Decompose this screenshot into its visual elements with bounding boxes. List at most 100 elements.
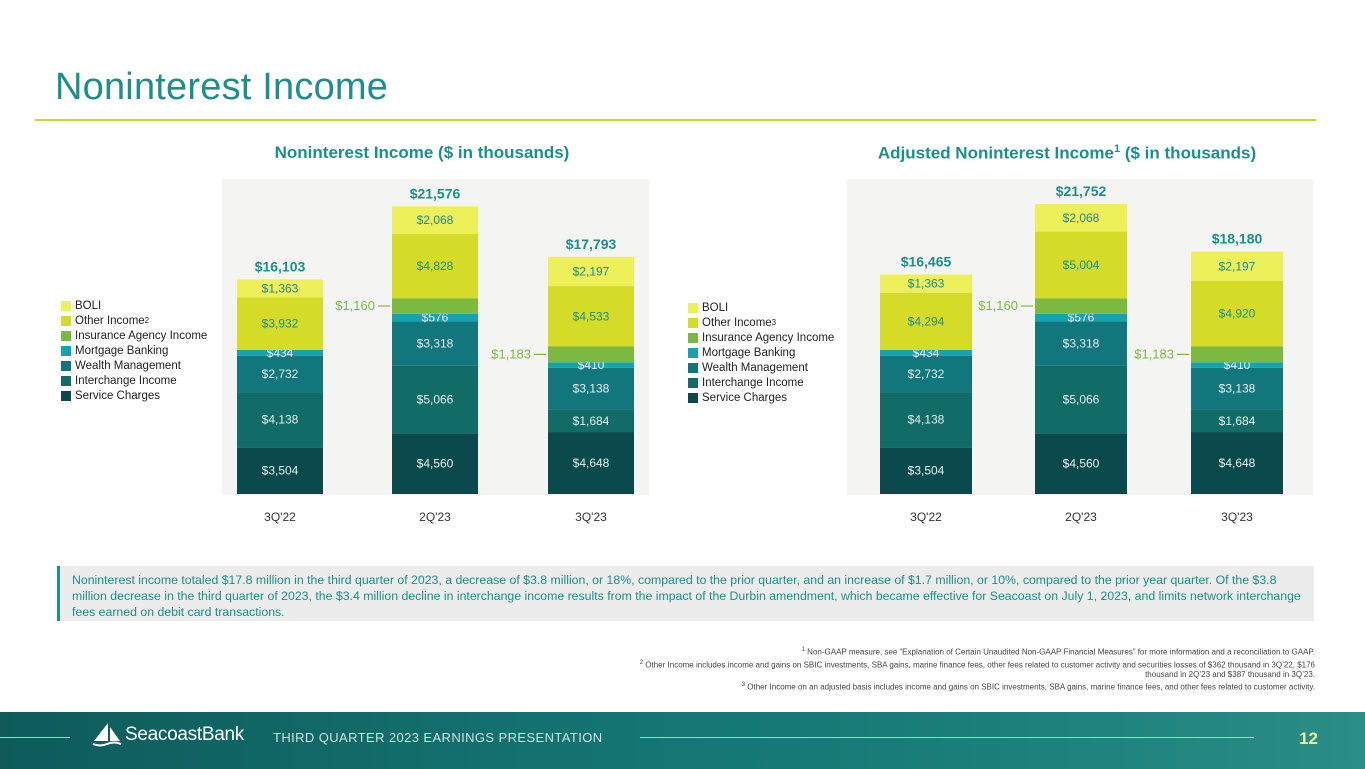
chart-2-title-suffix: ($ in thousands)	[1120, 143, 1257, 163]
bar-segment-other-income	[1035, 231, 1127, 299]
x-tick-label: 3Q'23	[1221, 510, 1253, 524]
legend-label: Service Charges	[75, 389, 161, 402]
legend-swatch	[688, 302, 698, 313]
legend-label: Wealth Management	[702, 361, 808, 374]
data-label: $3,318	[417, 337, 454, 351]
legend-swatch	[61, 375, 71, 386]
bar-segment-boli	[237, 279, 323, 298]
bar-segment-wealth-management	[237, 355, 323, 393]
legend-item-wealth-management: Wealth Management	[688, 360, 834, 375]
chart-1-legend: BOLI Other Income 2 Insurance Agency Income…	[61, 298, 207, 403]
data-label: $3,138	[573, 382, 610, 396]
chart-1-svg: $3,504$4,138$2,732$434$3,932$1,363$16,10…	[237, 185, 634, 524]
footnotes: 1 Non-GAAP measure, see “Explanation of …	[615, 645, 1315, 693]
data-label: $3,504	[908, 464, 945, 478]
legend-label: Mortgage Banking	[702, 346, 796, 359]
bar-segment-insurance-agency-income	[1191, 346, 1283, 363]
title-divider	[35, 119, 1316, 121]
seacoast-logo: SeacoastBank	[92, 722, 244, 748]
legend-swatch	[61, 345, 71, 356]
bar-segment-interchange-income	[880, 392, 972, 448]
data-label: $576	[422, 311, 449, 325]
bar-segment-insurance-agency-income	[1035, 298, 1127, 314]
legend-label: Interchange Income	[75, 374, 177, 387]
bar-segment-insurance-agency-income	[548, 346, 634, 363]
data-label: $1,684	[1219, 414, 1256, 428]
logo-text: SeacoastBank	[125, 724, 244, 745]
data-label: $4,648	[1219, 456, 1256, 470]
footnote-3: 3 Other Income on an adjusted basis incl…	[741, 682, 1315, 692]
legend-label: Other Income	[702, 316, 772, 329]
legend-item-insurance-agency-income: Insurance Agency Income	[61, 328, 207, 343]
chart-2-title-text: Adjusted Noninterest Income	[877, 143, 1114, 163]
bar-segment-mortgage-banking	[392, 313, 478, 322]
data-label: $1,160	[335, 298, 375, 313]
legend-item-wealth-management: Wealth Management	[61, 358, 207, 373]
legend-swatch	[688, 347, 698, 358]
legend-swatch	[61, 330, 71, 341]
data-label: $4,138	[908, 413, 945, 427]
data-label: $2,068	[417, 213, 454, 227]
data-label: $2,197	[1219, 259, 1256, 273]
bar-segment-boli	[880, 274, 972, 293]
x-tick-label: 3Q'22	[264, 510, 296, 524]
legend-label: Insurance Agency Income	[75, 329, 208, 342]
chart-2-title-superscript: 1	[1114, 143, 1121, 155]
legend-item-interchange-income: Interchange Income	[688, 375, 834, 390]
data-label: $2,068	[1063, 211, 1100, 225]
data-label: $4,828	[417, 259, 454, 273]
bar-total-label: $21,752	[1056, 183, 1107, 199]
legend-swatch	[688, 332, 698, 343]
data-label: $1,160	[978, 298, 1018, 313]
data-label: $4,138	[262, 413, 299, 427]
chart-1-title: Noninterest Income ($ in thousands)	[222, 143, 622, 163]
legend-item-boli: BOLI	[688, 300, 834, 315]
footer-rule-right	[640, 737, 1254, 738]
data-label: $1,363	[262, 281, 299, 295]
bar-segment-other-income	[1191, 280, 1283, 347]
legend-label: Wealth Management	[75, 359, 181, 372]
data-label: $1,363	[908, 277, 945, 291]
legend-item-interchange-income: Interchange Income	[61, 373, 207, 388]
data-label: $576	[1068, 311, 1095, 325]
bar-segment-wealth-management	[1191, 367, 1283, 410]
bar-segment-mortgage-banking	[548, 362, 634, 368]
bar-segment-service-charges	[548, 432, 634, 494]
x-tick-label: 3Q'23	[575, 510, 607, 524]
data-label: $4,294	[908, 314, 945, 328]
data-label: $1,183	[1134, 346, 1174, 361]
bar-segment-mortgage-banking	[237, 349, 323, 356]
legend-label: BOLI	[75, 299, 102, 312]
bar-segment-other-income	[548, 286, 634, 347]
legend-swatch	[688, 362, 698, 373]
x-tick-label: 3Q'22	[910, 510, 942, 524]
bar-segment-wealth-management	[880, 355, 972, 393]
data-label: $3,138	[1219, 382, 1256, 396]
bar-segment-service-charges	[1035, 433, 1127, 494]
bar-total-label: $16,465	[901, 253, 952, 269]
footnote-2: 2 Other Income includes income and gains…	[639, 659, 1315, 680]
bar-total-label: $21,576	[410, 185, 461, 201]
legend-label: Other Income	[75, 314, 145, 327]
legend-item-mortgage-banking: Mortgage Banking	[61, 343, 207, 358]
bar-segment-interchange-income	[548, 409, 634, 433]
data-label: $1,684	[573, 414, 610, 428]
bar-segment-interchange-income	[1035, 365, 1127, 434]
data-label: $1,183	[491, 346, 531, 361]
legend-swatch	[688, 317, 698, 328]
legend-superscript: 3	[771, 318, 777, 327]
data-label: $3,504	[262, 464, 299, 478]
bar-total-label: $17,793	[566, 236, 617, 252]
legend-swatch	[688, 377, 698, 388]
bar-segment-service-charges	[392, 433, 478, 494]
page-number: 12	[1299, 729, 1318, 748]
bar-segment-other-income	[880, 292, 972, 350]
legend-label: Service Charges	[702, 391, 788, 404]
legend-item-other-income: Other Income 3	[688, 315, 834, 330]
data-label: $4,560	[417, 457, 454, 471]
x-tick-label: 2Q'23	[1065, 510, 1097, 524]
sailboat-icon	[92, 723, 122, 747]
chart-2-svg: $3,504$4,138$2,732$434$4,294$1,363$16,46…	[880, 183, 1283, 524]
footer-bar	[0, 712, 1365, 769]
bar-segment-mortgage-banking	[1191, 362, 1283, 368]
